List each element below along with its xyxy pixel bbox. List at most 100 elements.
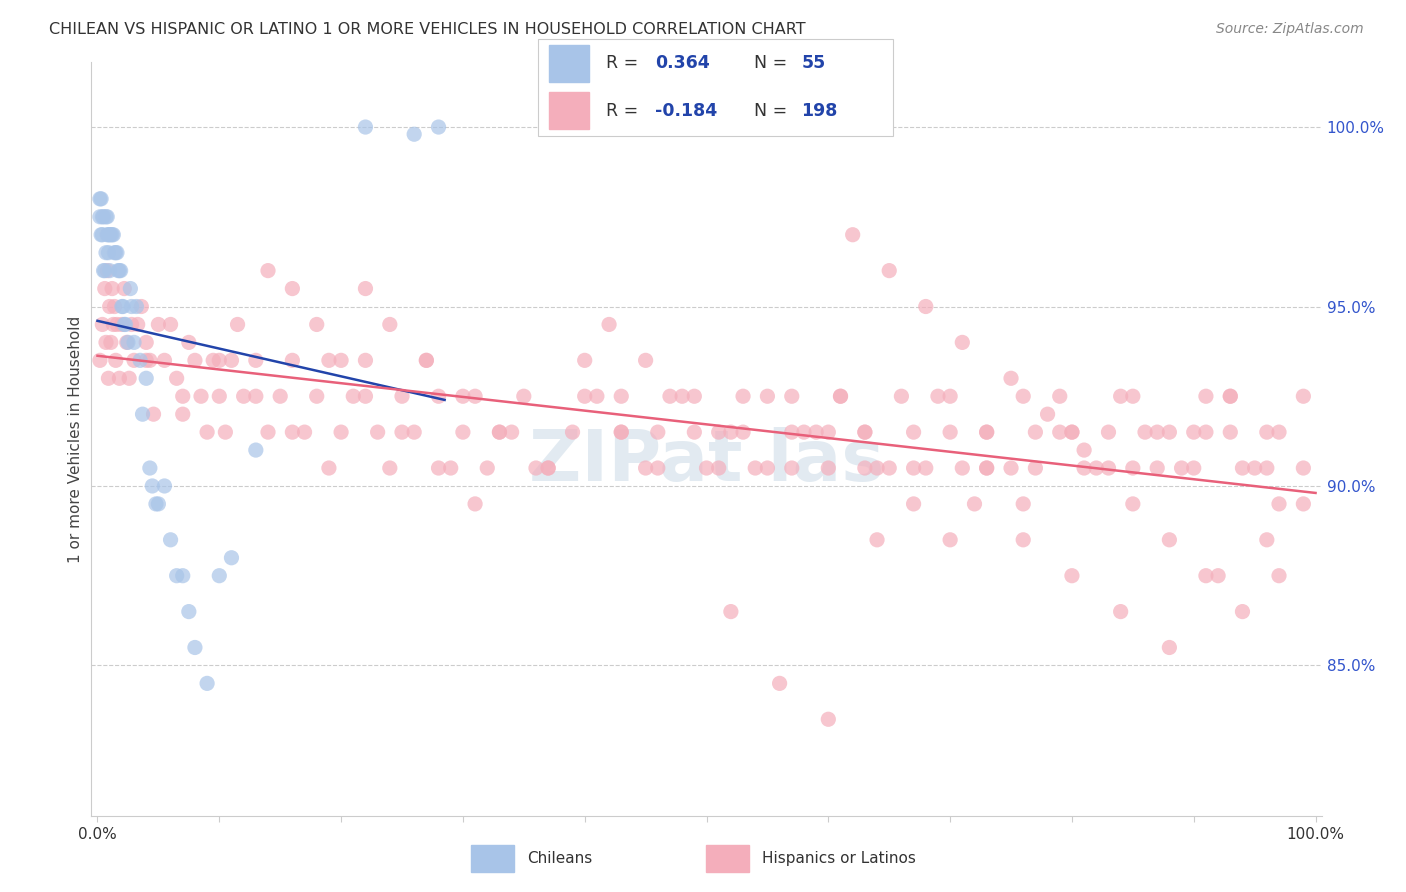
Point xyxy=(853,461,876,475)
Point xyxy=(208,389,231,403)
Point xyxy=(94,281,117,295)
Point xyxy=(135,335,157,350)
Point xyxy=(1268,497,1291,511)
Point xyxy=(330,425,353,439)
Point xyxy=(105,245,128,260)
Text: N =: N = xyxy=(754,102,793,120)
Point xyxy=(830,389,852,403)
Point xyxy=(1170,461,1192,475)
Point xyxy=(148,497,170,511)
Point xyxy=(94,335,117,350)
Point xyxy=(330,353,353,368)
Point xyxy=(574,353,596,368)
Point xyxy=(1219,389,1241,403)
Point xyxy=(148,318,170,332)
Point xyxy=(105,318,128,332)
Point xyxy=(100,227,122,242)
Point xyxy=(114,318,136,332)
Point xyxy=(1146,425,1168,439)
Point xyxy=(1109,605,1132,619)
Point xyxy=(101,281,124,295)
Point xyxy=(129,353,152,368)
Point xyxy=(440,461,463,475)
Point xyxy=(1232,605,1254,619)
Point xyxy=(245,389,267,403)
Point xyxy=(1073,461,1095,475)
Point xyxy=(780,461,803,475)
FancyBboxPatch shape xyxy=(538,38,893,136)
Point xyxy=(1256,533,1278,547)
Point xyxy=(683,425,706,439)
Point xyxy=(586,389,609,403)
Point xyxy=(939,389,962,403)
Point xyxy=(93,263,115,277)
Point xyxy=(950,461,973,475)
Point xyxy=(391,425,413,439)
Point xyxy=(108,263,131,277)
Point xyxy=(1133,425,1156,439)
Point xyxy=(756,461,779,475)
Text: 0.364: 0.364 xyxy=(655,54,710,72)
Point xyxy=(131,300,153,314)
Point xyxy=(101,227,124,242)
Point xyxy=(190,389,212,403)
Point xyxy=(108,371,131,385)
Point xyxy=(780,389,803,403)
Point xyxy=(841,227,863,242)
Point xyxy=(1000,461,1022,475)
Point xyxy=(141,479,163,493)
Text: 198: 198 xyxy=(801,102,838,120)
Point xyxy=(172,389,194,403)
Point xyxy=(159,318,181,332)
Point xyxy=(367,425,389,439)
Point xyxy=(1195,389,1218,403)
Point xyxy=(221,550,243,565)
Point xyxy=(121,300,143,314)
Point xyxy=(464,389,486,403)
Text: 55: 55 xyxy=(801,54,825,72)
Point xyxy=(877,461,900,475)
Point xyxy=(744,461,766,475)
Point xyxy=(103,227,125,242)
Point xyxy=(634,461,657,475)
Point xyxy=(427,389,450,403)
Point xyxy=(1182,461,1205,475)
Text: -0.184: -0.184 xyxy=(655,102,717,120)
Point xyxy=(91,318,114,332)
Point xyxy=(122,335,145,350)
Y-axis label: 1 or more Vehicles in Household: 1 or more Vehicles in Household xyxy=(67,316,83,563)
Point xyxy=(89,353,111,368)
Point xyxy=(153,353,176,368)
Bar xyxy=(548,45,589,82)
Point xyxy=(903,461,925,475)
Point xyxy=(184,353,207,368)
Point xyxy=(318,353,340,368)
Point xyxy=(537,461,560,475)
Point xyxy=(1024,425,1046,439)
Point xyxy=(1292,497,1315,511)
Point xyxy=(671,389,693,403)
Point xyxy=(415,353,437,368)
Point xyxy=(707,461,730,475)
Point xyxy=(305,389,328,403)
Bar xyxy=(548,92,589,129)
Point xyxy=(817,425,839,439)
Point xyxy=(610,425,633,439)
Point xyxy=(1060,425,1083,439)
Point xyxy=(281,353,304,368)
Point xyxy=(501,425,523,439)
Point xyxy=(404,127,426,141)
Point xyxy=(647,425,669,439)
Bar xyxy=(471,845,515,872)
Point xyxy=(177,605,200,619)
Point xyxy=(195,425,218,439)
Point xyxy=(281,425,304,439)
Point xyxy=(342,389,364,403)
Point xyxy=(1268,425,1291,439)
Point xyxy=(354,281,377,295)
Point xyxy=(1085,461,1108,475)
Point xyxy=(1097,461,1119,475)
Point xyxy=(100,335,122,350)
Point xyxy=(574,389,596,403)
Point xyxy=(939,425,962,439)
